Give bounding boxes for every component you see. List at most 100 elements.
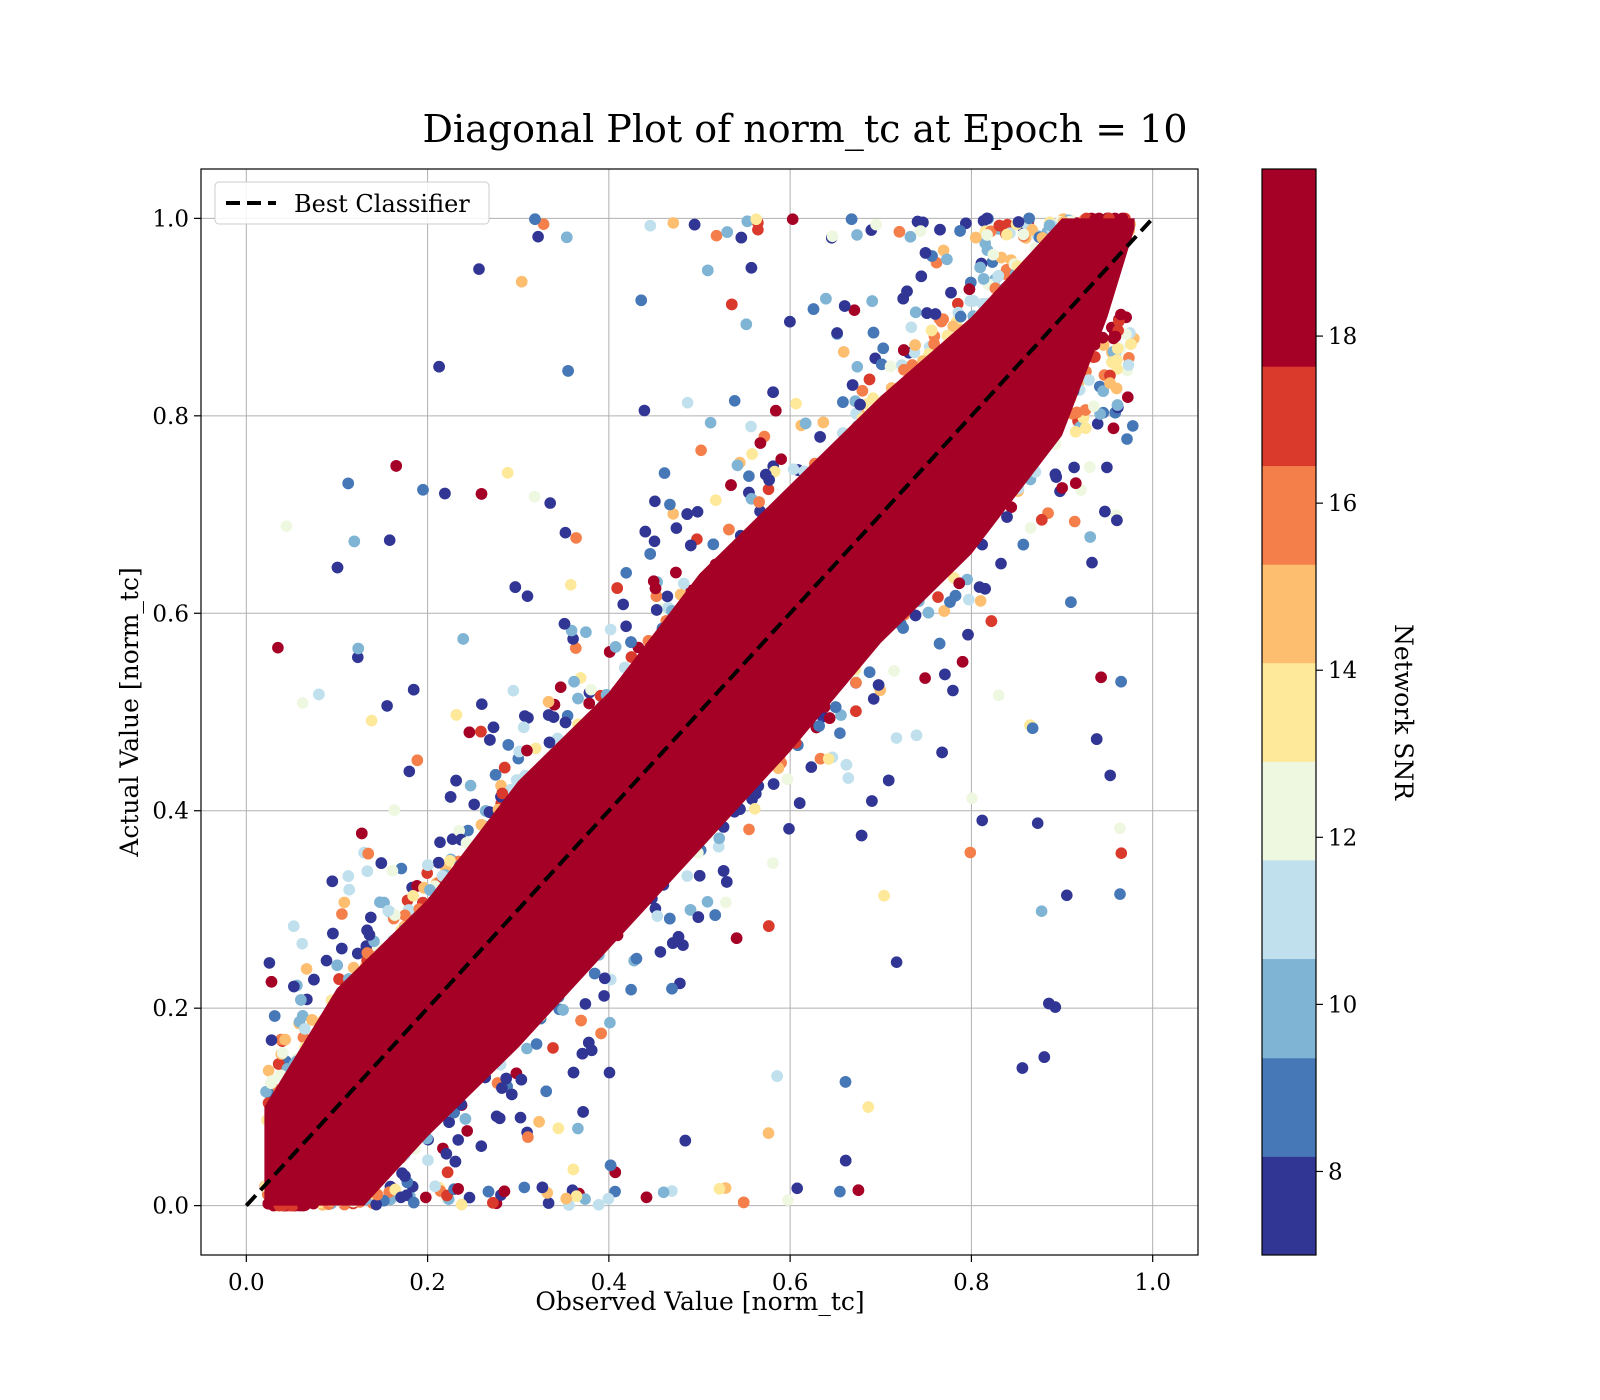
scatter-point xyxy=(820,292,832,305)
scatter-point xyxy=(782,1194,794,1206)
scatter-point xyxy=(654,946,667,958)
scatter-point xyxy=(670,522,683,534)
scatter-point xyxy=(745,262,758,274)
scatter-point xyxy=(1111,514,1123,527)
scatter-point xyxy=(731,459,744,472)
scatter-point xyxy=(361,865,374,877)
scatter-point xyxy=(743,470,755,483)
scatter-point xyxy=(1090,733,1103,745)
scatter-point xyxy=(598,990,610,1002)
scatter-point xyxy=(433,360,445,373)
scatter-point xyxy=(1023,212,1035,225)
scatter-point xyxy=(666,982,678,995)
x-tick-label: 1.0 xyxy=(1134,1270,1171,1296)
scatter-point xyxy=(919,247,932,259)
scatter-point xyxy=(787,463,800,476)
scatter-point xyxy=(287,920,300,932)
scatter-point xyxy=(542,696,555,708)
scatter-point xyxy=(567,1163,580,1176)
scatter-point xyxy=(967,295,980,307)
scatter-point xyxy=(1061,889,1073,902)
scatter-point xyxy=(443,1116,455,1128)
scatter-point xyxy=(839,1076,852,1088)
scatter-point xyxy=(963,593,975,606)
colorbar-bands xyxy=(1262,169,1316,1256)
scatter-point xyxy=(640,1191,653,1204)
scatter-point xyxy=(651,910,664,922)
scatter-point xyxy=(498,761,511,774)
scatter-point xyxy=(507,684,520,697)
scatter-point xyxy=(691,506,704,518)
colorbar-tick-label: 8 xyxy=(1328,1159,1343,1185)
scatter-point xyxy=(1056,482,1068,494)
scatter-point xyxy=(658,467,671,479)
scatter-point xyxy=(679,1134,692,1147)
scatter-point xyxy=(265,1034,278,1046)
scatter-point xyxy=(750,213,762,226)
colorbar-band xyxy=(1262,1156,1316,1256)
scatter-point xyxy=(352,651,364,664)
scatter-point xyxy=(1114,822,1126,835)
scatter-point xyxy=(529,213,541,225)
scatter-point xyxy=(681,508,693,520)
scatter-point xyxy=(585,1044,598,1057)
scatter-point xyxy=(786,213,799,225)
scatter-point xyxy=(320,954,333,967)
scatter-point xyxy=(1127,420,1139,432)
scatter-point xyxy=(262,1064,275,1077)
scatter-point xyxy=(1069,426,1082,438)
scatter-point xyxy=(453,825,466,837)
scatter-point xyxy=(403,765,416,778)
scatter-point xyxy=(784,315,796,328)
scatter-point xyxy=(775,453,787,466)
scatter-point xyxy=(482,1185,495,1198)
x-tick-label: 0.2 xyxy=(409,1270,446,1296)
scatter-point xyxy=(547,1042,559,1054)
colorbar-frame xyxy=(1261,168,1317,1256)
scatter-point xyxy=(1107,422,1120,435)
scatter-point xyxy=(536,1181,549,1194)
scatter-point xyxy=(260,1085,272,1098)
scatter-point xyxy=(1049,468,1062,481)
scatter-point xyxy=(272,1058,285,1070)
colorbar-band xyxy=(1262,366,1316,467)
scatter-point xyxy=(1101,461,1113,474)
scatter-point xyxy=(664,912,676,925)
scatter-point xyxy=(1088,400,1100,413)
y-tick-label: 0.0 xyxy=(152,1194,189,1220)
scatter-point xyxy=(299,1023,311,1035)
scatter-point xyxy=(928,338,940,350)
scatter-point xyxy=(644,219,657,232)
scatter-point xyxy=(463,1191,476,1204)
scatter-point xyxy=(484,734,496,746)
scatter-point xyxy=(850,676,862,689)
scatter-point xyxy=(1017,228,1030,241)
scatter-point xyxy=(1125,338,1137,351)
scatter-point xyxy=(893,226,906,238)
scatter-point xyxy=(1016,1062,1029,1074)
scatter-point xyxy=(823,712,836,724)
scatter-point xyxy=(348,535,361,548)
scatter-point xyxy=(639,525,652,538)
scatter-point xyxy=(1095,671,1107,684)
scatter-point xyxy=(1084,461,1096,473)
scatter-point xyxy=(878,889,890,902)
scatter-point xyxy=(947,684,959,697)
colorbar-band xyxy=(1262,465,1316,565)
scatter-point xyxy=(723,523,735,536)
scatter-point xyxy=(867,326,880,339)
scatter-point xyxy=(395,1191,407,1204)
scatter-point xyxy=(381,700,393,712)
scatter-point xyxy=(1115,675,1127,688)
scatter-point xyxy=(331,959,344,972)
scatter-point xyxy=(693,870,706,882)
scatter-point xyxy=(475,1140,488,1152)
scatter-point xyxy=(559,716,572,729)
scatter-point xyxy=(726,298,738,311)
colorbar-band xyxy=(1262,662,1316,762)
scatter-point xyxy=(966,792,978,805)
scatter-point xyxy=(701,896,714,908)
scatter-point xyxy=(793,797,806,809)
scatter-point xyxy=(603,1066,616,1079)
colorbar-tick-label: 16 xyxy=(1328,491,1357,517)
